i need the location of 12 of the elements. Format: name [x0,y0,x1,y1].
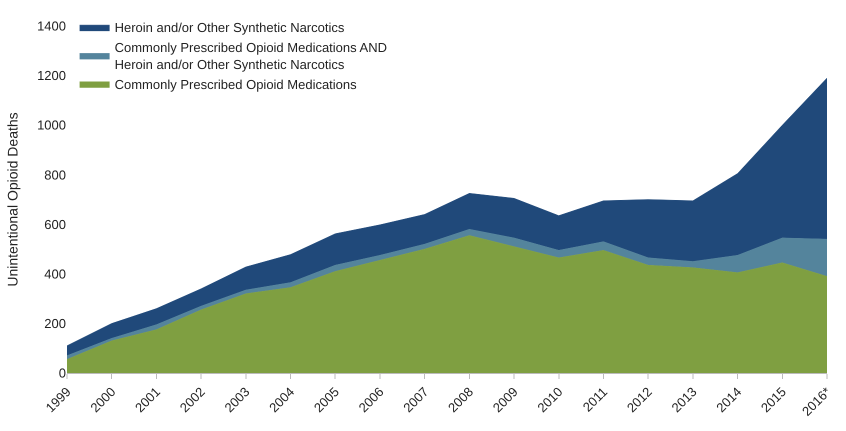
y-tick-label: 1200 [37,68,66,84]
y-tick-label: 0 [58,366,66,381]
y-tick-label: 600 [44,216,66,232]
y-tick-label: 1000 [37,118,66,133]
y-tick-label: 800 [44,167,66,182]
y-tick-label: 400 [44,266,66,282]
y-axis-title: Unintentional Opioid Deaths [4,112,21,287]
y-tick-label: 200 [44,316,66,331]
legend-label: Commonly Prescribed Opioid Medications [114,76,358,92]
legend-label: Heroin and/or Other Synthetic Narcotics [114,20,345,36]
legend-label: Commonly Prescribed Opioid Medications AND Heroin and/or Other Synthetic Narcotics [114,40,387,72]
y-tick-label: 1400 [37,18,66,34]
